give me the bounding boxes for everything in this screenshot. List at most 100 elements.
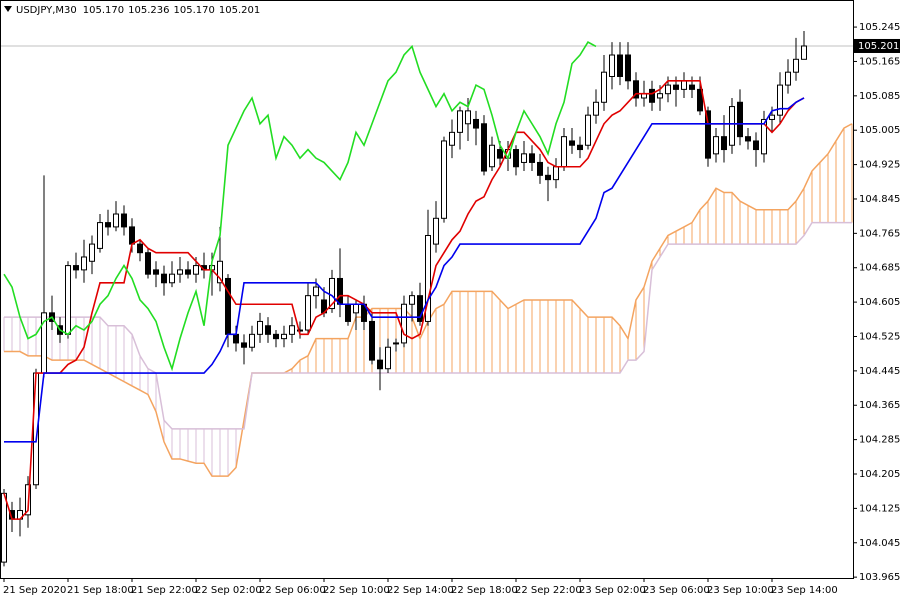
candle-body	[369, 320, 375, 361]
candle-body	[753, 140, 759, 151]
candle-body	[353, 303, 359, 314]
x-tick-label: 23 Sep 06:00	[643, 585, 710, 596]
candle-body	[81, 256, 87, 271]
candle-body	[377, 359, 383, 370]
x-tick-label: 22 Sep 22:00	[515, 585, 582, 596]
candle-body	[673, 84, 679, 90]
x-tick-label: 22 Sep 10:00	[323, 585, 390, 596]
y-tick-label: 104.685	[859, 263, 900, 274]
candle-body	[97, 222, 103, 249]
candle-body	[305, 295, 311, 331]
x-tick-label: 23 Sep 14:00	[771, 585, 838, 596]
candle-body	[177, 269, 183, 275]
candle-body	[793, 58, 799, 73]
candle-body	[241, 342, 247, 348]
candle-body	[257, 320, 263, 335]
candle-body	[433, 217, 439, 245]
close-label: 105.201	[219, 5, 260, 16]
x-tick-label: 22 Sep 18:00	[451, 585, 518, 596]
candle-body	[385, 346, 391, 370]
candle-body	[473, 118, 479, 129]
candle-body	[777, 84, 783, 116]
candle-body	[521, 153, 527, 163]
candle-body	[249, 333, 255, 348]
candle-body	[545, 174, 551, 181]
candle-body	[601, 71, 607, 103]
candle-body	[281, 333, 287, 340]
candle-body	[665, 84, 671, 95]
y-tick-label: 105.085	[859, 91, 900, 102]
candle-body	[153, 269, 159, 275]
last-price-label: 105.201	[858, 41, 899, 52]
x-tick-label: 23 Sep 02:00	[579, 585, 646, 596]
candle-body	[393, 342, 399, 345]
plot-area	[0, 30, 853, 567]
candle-body	[265, 325, 271, 335]
candle-body	[785, 71, 791, 86]
candle-body	[617, 54, 623, 77]
y-tick-label: 104.205	[859, 469, 900, 480]
candle-body	[449, 131, 455, 146]
x-tick-label: 21 Sep 22:00	[131, 585, 198, 596]
candle-body	[649, 88, 655, 103]
candle-body	[193, 265, 199, 275]
candle-body	[713, 136, 719, 155]
candle-body	[681, 80, 687, 90]
y-tick-label: 104.525	[859, 331, 900, 342]
low-label: 105.170	[174, 5, 215, 16]
candle-body	[401, 303, 407, 344]
high-label: 105.236	[128, 5, 169, 16]
span-b-line	[4, 221, 852, 430]
candle-body	[745, 136, 751, 142]
indicator-line	[3, 79, 805, 520]
last-price-box	[854, 38, 900, 53]
candle-body	[225, 277, 231, 335]
candle-body	[497, 149, 503, 159]
candle-body	[297, 329, 303, 332]
y-tick-label: 104.765	[859, 228, 900, 239]
candle-body	[481, 123, 487, 172]
candle-body	[105, 222, 111, 228]
candle-body	[569, 140, 575, 146]
candle-body	[1, 492, 7, 563]
candle-body	[585, 114, 591, 146]
candle-body	[537, 161, 543, 176]
y-tick-label: 105.165	[859, 56, 900, 67]
candle-body	[513, 149, 519, 168]
y-tick-label: 104.045	[859, 538, 900, 549]
candle-body	[529, 153, 535, 163]
candle-body	[705, 110, 711, 159]
y-tick-label: 104.845	[859, 194, 900, 205]
plot-frame	[0, 0, 854, 579]
candle-body	[113, 213, 119, 228]
candle-body	[345, 303, 351, 322]
candle-body	[729, 106, 735, 146]
y-tick-label: 104.285	[859, 435, 900, 446]
y-tick-label: 104.925	[859, 160, 900, 171]
y-tick-label: 104.445	[859, 366, 900, 377]
candle-body	[409, 295, 415, 305]
candle-body	[417, 295, 423, 322]
menu-triangle[interactable]	[4, 6, 12, 12]
candle-body	[121, 213, 127, 228]
candle-body	[761, 118, 767, 155]
candle-body	[185, 269, 191, 275]
candle-body	[65, 265, 71, 335]
x-tick-label: 22 Sep 14:00	[387, 585, 454, 596]
candle-body	[633, 80, 639, 99]
candle-body	[137, 243, 143, 254]
candle-body	[489, 144, 495, 168]
open-label: 105.170	[83, 5, 124, 16]
candle-body	[441, 140, 447, 219]
candle-body	[313, 286, 319, 297]
candle-body	[609, 54, 615, 77]
y-tick-label: 104.605	[859, 297, 900, 308]
indicator-line	[4, 97, 805, 443]
candle-body	[769, 114, 775, 120]
y-tick-label: 104.365	[859, 400, 900, 411]
candle-body	[129, 226, 135, 245]
candle-body	[161, 273, 167, 284]
candle-body	[561, 136, 567, 168]
y-tick-label: 103.965	[859, 572, 900, 583]
